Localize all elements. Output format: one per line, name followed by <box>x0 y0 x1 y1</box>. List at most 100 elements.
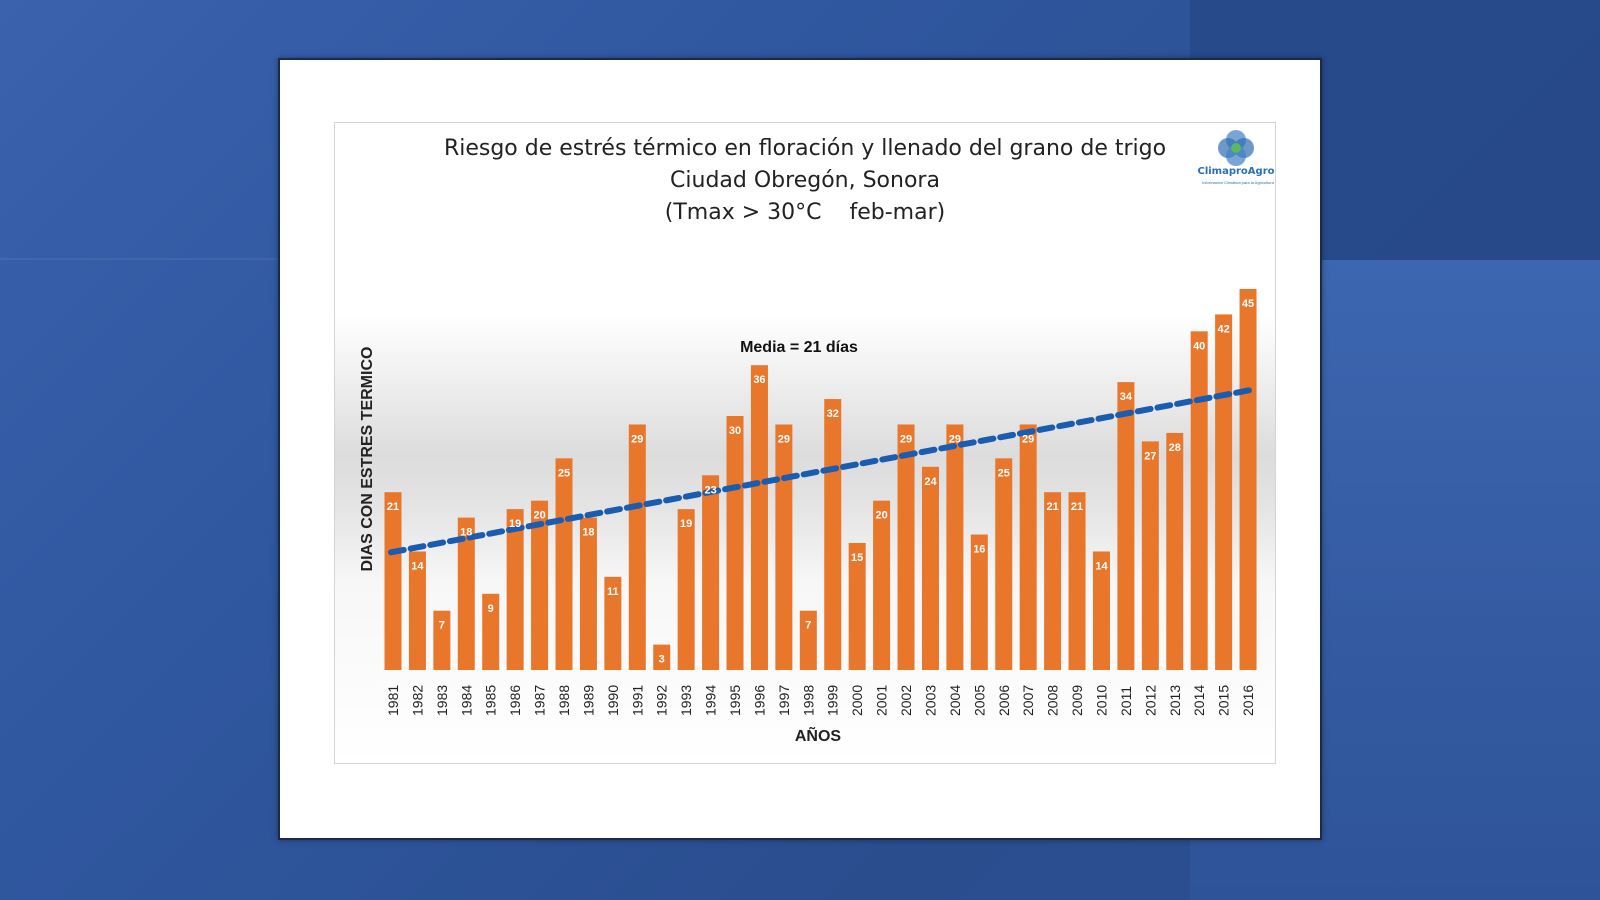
x-tick-1988: 1988 <box>556 685 572 716</box>
data-label-1984: 18 <box>460 527 472 539</box>
mean-annotation: Media = 21 días <box>740 339 858 356</box>
bar-1987 <box>531 500 549 670</box>
data-label-1987: 20 <box>533 510 545 522</box>
logo-flower-icon <box>1218 130 1254 166</box>
bar-2010 <box>1092 551 1110 670</box>
data-label-1991: 29 <box>631 433 643 445</box>
bar-1983 <box>433 610 451 670</box>
bar-2012 <box>1141 441 1159 670</box>
bar-2008 <box>1044 492 1062 670</box>
x-tick-2009: 2009 <box>1069 685 1085 716</box>
x-tick-1985: 1985 <box>483 685 499 716</box>
x-tick-1992: 1992 <box>654 685 670 716</box>
bar-1994 <box>702 475 720 670</box>
data-label-2000: 15 <box>851 552 863 564</box>
data-label-2008: 21 <box>1046 501 1058 513</box>
x-tick-1998: 1998 <box>800 685 816 716</box>
x-tick-2008: 2008 <box>1045 685 1061 716</box>
trend-line <box>388 386 1256 556</box>
bar-2011 <box>1117 382 1135 670</box>
y-axis-label: DIAS CON ESTRES TERMICO <box>359 347 376 572</box>
chart-subtitle: Ciudad Obregón, Sonora <box>670 168 940 193</box>
data-label-2016: 45 <box>1242 298 1254 310</box>
bar-1995 <box>726 416 744 670</box>
x-tick-1983: 1983 <box>434 685 450 716</box>
data-label-1989: 18 <box>582 527 594 539</box>
bar-2014 <box>1190 331 1208 670</box>
data-label-2004: 29 <box>949 433 961 445</box>
chart-subtitle-2: (Tmax > 30°C feb-mar) <box>664 200 946 225</box>
x-tick-2006: 2006 <box>996 685 1012 716</box>
x-tick-1999: 1999 <box>825 685 841 716</box>
bar-1990 <box>604 576 622 670</box>
data-label-1981: 21 <box>387 501 399 513</box>
bar-2002 <box>897 424 915 670</box>
bar-2016 <box>1239 289 1257 670</box>
bar-2003 <box>921 466 939 670</box>
bar-1991 <box>628 424 646 670</box>
data-label-2014: 40 <box>1193 340 1205 352</box>
data-label-1990: 11 <box>607 586 619 598</box>
data-label-1993: 19 <box>680 518 692 530</box>
bar-2013 <box>1166 432 1184 670</box>
data-label-2007: 29 <box>1022 433 1034 445</box>
data-label-1983: 7 <box>439 620 445 632</box>
x-tick-2012: 2012 <box>1142 685 1158 716</box>
bar-1981 <box>384 492 402 670</box>
x-tick-1987: 1987 <box>532 685 548 716</box>
data-label-1988: 25 <box>558 467 570 479</box>
bar-2005 <box>970 534 988 670</box>
data-label-1998: 7 <box>805 620 811 632</box>
x-tick-2015: 2015 <box>1216 685 1232 716</box>
bar-1988 <box>555 458 573 670</box>
bar-2009 <box>1068 492 1086 670</box>
x-axis-label: AÑOS <box>795 725 842 745</box>
x-tick-1990: 1990 <box>605 685 621 716</box>
bar-1999 <box>824 399 842 670</box>
bar-1984 <box>457 517 475 670</box>
x-tick-2011: 2011 <box>1118 686 1134 716</box>
bar-2015 <box>1215 314 1233 670</box>
x-tick-2016: 2016 <box>1240 685 1256 716</box>
bar-1992 <box>653 644 671 670</box>
x-tick-2014: 2014 <box>1191 685 1207 716</box>
x-tick-1991: 1991 <box>629 685 645 716</box>
bar-1996 <box>750 365 768 670</box>
data-label-1996: 36 <box>753 374 765 386</box>
x-tick-2000: 2000 <box>849 685 865 716</box>
x-tick-1986: 1986 <box>507 685 523 716</box>
x-tick-1993: 1993 <box>678 685 694 716</box>
x-tick-1994: 1994 <box>703 685 719 716</box>
data-label-1992: 3 <box>659 654 665 666</box>
bar-1982 <box>408 551 426 670</box>
x-tick-1989: 1989 <box>580 685 596 716</box>
x-tick-2005: 2005 <box>971 685 987 716</box>
x-tick-1984: 1984 <box>458 685 474 716</box>
bar-1989 <box>579 517 597 670</box>
data-label-1985: 9 <box>488 603 494 615</box>
bar-2007 <box>1019 424 1037 670</box>
data-label-2003: 24 <box>924 476 937 488</box>
data-label-1999: 32 <box>827 408 839 420</box>
x-tick-2001: 2001 <box>874 685 890 716</box>
bar-2004 <box>946 424 964 670</box>
data-label-1986: 19 <box>509 518 521 530</box>
data-label-1982: 14 <box>411 560 424 572</box>
x-tick-2010: 2010 <box>1093 685 1109 716</box>
x-tick-2004: 2004 <box>947 685 963 716</box>
data-label-2011: 34 <box>1120 391 1133 403</box>
bar-1986 <box>506 509 524 670</box>
x-tick-1982: 1982 <box>409 685 425 716</box>
data-label-2013: 28 <box>1169 442 1181 454</box>
logo-subtitle: Información Climática para la Agricultur… <box>1202 180 1274 185</box>
data-label-1995: 30 <box>729 425 741 437</box>
bar-1985 <box>482 593 500 670</box>
x-tick-2007: 2007 <box>1020 685 1036 716</box>
data-label-2012: 27 <box>1144 450 1156 462</box>
bar-2006 <box>995 458 1013 670</box>
x-tick-2013: 2013 <box>1167 685 1183 716</box>
x-tick-2002: 2002 <box>898 685 914 716</box>
x-tick-1997: 1997 <box>776 685 792 716</box>
data-label-1997: 29 <box>778 433 790 445</box>
